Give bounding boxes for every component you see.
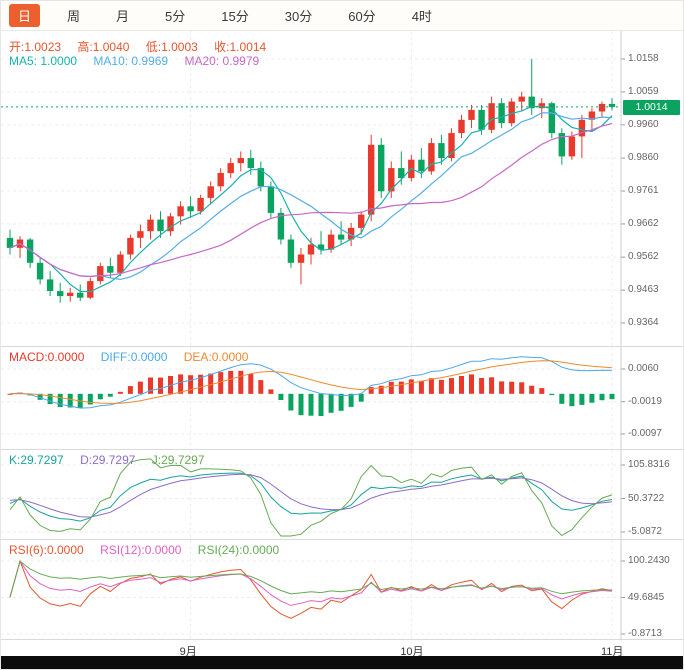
tab-60min[interactable]: 60分 (348, 9, 376, 24)
y-tick-label: 105.8316 (628, 459, 670, 470)
y-tick-label: 1.0158 (628, 53, 659, 64)
rsi-panel: RSI(6):0.0000 RSI(12):0.0000 RSI(24):0.0… (1, 539, 683, 639)
y-tick-label: 0.9960 (628, 118, 659, 130)
kdj-chart[interactable] (1, 450, 684, 539)
x-axis-label-sep: 9月 (179, 646, 197, 658)
y-tick-label: 1.0059 (628, 85, 659, 97)
tab-day[interactable]: 日 (9, 4, 41, 27)
y-tick-label: 0.0060 (628, 363, 659, 374)
tab-4hour[interactable]: 4时 (411, 9, 432, 24)
y-tick-label: 0.9761 (628, 185, 659, 196)
y-tick-label: 0.9364 (628, 317, 659, 328)
main-chart-panel: 开:1.0023 高:1.0040 低:1.0003 收:1.0014 MA5:… (1, 31, 683, 346)
current-price-tag: 1.0014 (623, 99, 680, 115)
y-tick-label: -0.0097 (628, 428, 662, 439)
rsi-chart[interactable] (1, 540, 684, 639)
y-tick-label: 0.9562 (628, 251, 659, 263)
y-tick-label: 49.6845 (628, 591, 665, 603)
y-tick-label: 50.3722 (628, 492, 665, 504)
y-tick-label: -5.0872 (628, 526, 662, 537)
x-axis: 9月 10月 11月 (1, 639, 683, 658)
y-tick-label: -0.8713 (628, 628, 662, 639)
x-axis-label-oct: 10月 (400, 646, 424, 658)
timeframe-toolbar: 日 周 月 5分 15分 30分 60分 4时 (1, 1, 683, 31)
y-tick-label: 100.2430 (628, 555, 670, 566)
y-tick-label: 0.9662 (628, 217, 659, 229)
tab-5min[interactable]: 5分 (165, 9, 186, 24)
kdj-panel: K:29.7297 D:29.7297 J:29.7297 105.8316 50… (1, 449, 683, 539)
candlestick-chart[interactable] (1, 31, 684, 346)
y-tick-label: 0.9860 (628, 152, 659, 164)
tab-month[interactable]: 月 (116, 9, 130, 24)
tab-week[interactable]: 周 (67, 9, 81, 24)
macd-chart[interactable] (1, 347, 684, 449)
y-tick-label: 0.9463 (628, 284, 659, 296)
tab-30min[interactable]: 30分 (284, 9, 313, 24)
macd-panel: MACD:0.0000 DIFF:0.0000 DEA:0.0000 0.006… (1, 346, 683, 449)
bottom-scrollbar[interactable] (1, 656, 683, 669)
y-tick-label: -0.0019 (628, 395, 662, 407)
x-axis-label-nov: 11月 (600, 646, 624, 658)
tab-15min[interactable]: 15分 (221, 9, 249, 24)
